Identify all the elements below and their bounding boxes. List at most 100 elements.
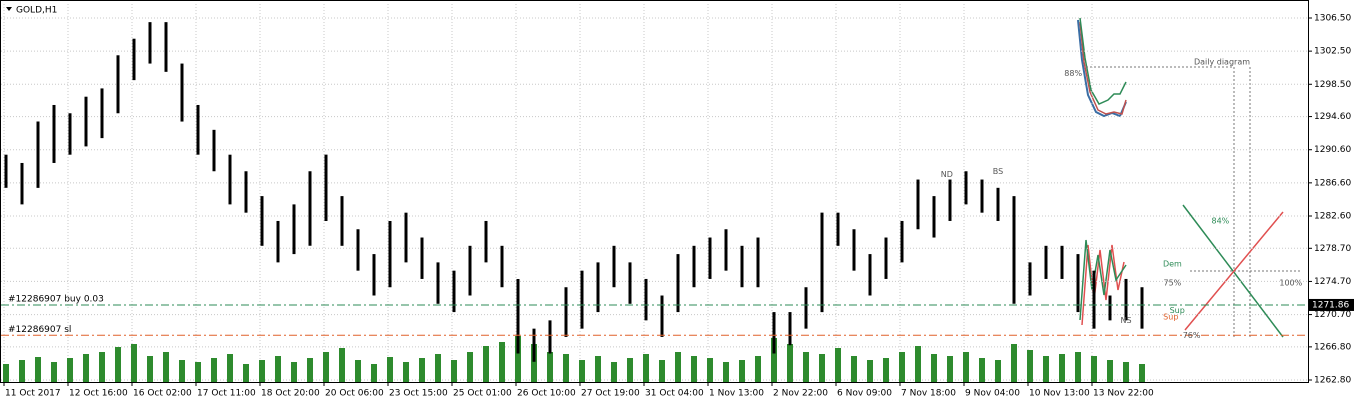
x-tick-label: 16 Oct 02:00: [133, 389, 192, 399]
volume-bar: [1043, 356, 1049, 382]
volume-bar: [291, 362, 297, 382]
volume-bar: [83, 354, 89, 382]
x-tick-label: 17 Oct 11:00: [197, 389, 256, 399]
order-label: #12286907 buy 0.03: [8, 294, 104, 304]
volume-bar: [371, 364, 377, 382]
y-tick-label: 1290.60: [1314, 145, 1351, 155]
x-tick-label: 31 Oct 04:00: [645, 389, 704, 399]
volume-bar: [355, 360, 361, 382]
volume-bar: [1123, 362, 1129, 382]
volume-bar: [675, 352, 681, 382]
x-tick-label: 1 Nov 13:00: [709, 389, 764, 399]
volume-bar: [931, 354, 937, 382]
volume-bar: [195, 362, 201, 382]
volume-bar: [227, 354, 233, 382]
volume-bar: [531, 344, 537, 382]
volume-bar: [979, 358, 985, 382]
volume-bar: [1139, 364, 1145, 382]
volume-bar: [3, 364, 9, 382]
y-tick-label: 1306.50: [1314, 14, 1351, 24]
x-tick-label: 6 Nov 09:00: [837, 389, 892, 399]
volume-bar: [707, 358, 713, 382]
volume-bar: [1059, 354, 1065, 382]
annotation: Dem: [1163, 260, 1182, 269]
volume-bar: [803, 352, 809, 382]
volume-bar: [131, 344, 137, 382]
volume-bar: [339, 348, 345, 382]
volume-bar: [819, 354, 825, 382]
volume-bar: [179, 360, 185, 382]
volume-bar: [739, 360, 745, 382]
y-tick-label: 1282.60: [1314, 211, 1351, 221]
x-tick-label: 13 Nov 22:00: [1093, 389, 1154, 399]
volume-bar: [147, 356, 153, 382]
volume-bar: [259, 360, 265, 382]
y-tick-label: 1278.70: [1314, 244, 1351, 254]
diagram-curve: [1079, 21, 1127, 115]
volume-bar: [627, 358, 633, 382]
volume-bar: [1027, 350, 1033, 382]
volume-bar: [899, 352, 905, 382]
x-tick-label: 23 Oct 15:00: [389, 389, 448, 399]
annotation: 100%: [1279, 279, 1302, 288]
y-tick-label: 1266.80: [1314, 342, 1351, 352]
volume-bar: [963, 352, 969, 382]
volume-bar: [163, 352, 169, 382]
x-tick-label: 11 Oct 2017: [5, 389, 61, 399]
volume-bar: [35, 357, 41, 382]
volume-bar: [595, 356, 601, 382]
annotation: 76%: [1183, 331, 1201, 340]
volume-bar: [323, 352, 329, 382]
annotation: 84%: [1212, 216, 1230, 225]
volume-bar: [835, 348, 841, 382]
volume-bar: [275, 356, 281, 382]
volume-bar: [387, 357, 393, 382]
annotation: 75%: [1164, 279, 1182, 288]
volume-bar: [483, 346, 489, 382]
volume-bar: [1075, 352, 1081, 382]
diagram-guide: [1086, 66, 1235, 337]
volume-bar: [515, 336, 521, 382]
volume-bar: [723, 362, 729, 382]
price-box: [1308, 298, 1354, 311]
volume-bar: [563, 354, 569, 382]
volume-bar: [947, 356, 953, 382]
volume-bar: [451, 360, 457, 382]
y-tick-label: 1274.70: [1314, 277, 1351, 287]
y-tick-label: 1262.80: [1314, 376, 1351, 386]
volume-bar: [787, 344, 793, 382]
diagram-curve: [1077, 19, 1127, 118]
volume-bar: [915, 346, 921, 382]
y-tick-label: 1270.70: [1314, 310, 1351, 320]
order-label: #12286907 sl: [8, 325, 71, 335]
x-tick-label: 9 Nov 04:00: [965, 389, 1020, 399]
menu-arrow[interactable]: [6, 7, 12, 11]
volume-bar: [579, 360, 585, 382]
volume-bar: [867, 360, 873, 382]
volume-bar: [691, 356, 697, 382]
x-tick-label: 12 Oct 16:00: [69, 389, 128, 399]
volume-bar: [435, 354, 441, 382]
annotation: 88%: [1064, 69, 1082, 78]
volume-bar: [467, 352, 473, 382]
volume-bar: [771, 338, 777, 382]
x-tick-label: 26 Oct 10:00: [517, 389, 576, 399]
x-tick-label: 25 Oct 01:00: [453, 389, 512, 399]
diagram-line: [1184, 211, 1284, 331]
x-tick-label: 18 Oct 20:00: [261, 389, 320, 399]
diagram-curve: [1079, 17, 1127, 105]
annotation: ND: [941, 170, 953, 179]
volume-bar: [243, 364, 249, 382]
volume-bar: [1107, 360, 1113, 382]
diagram-curve: [1081, 244, 1125, 326]
diagram-line: [1182, 204, 1284, 338]
chart-title: GOLD,H1: [16, 6, 57, 16]
volume-bar: [403, 362, 409, 382]
annotation: Daily diagram: [1194, 57, 1250, 66]
annotation: NS: [1120, 316, 1131, 325]
y-tick-label: 1286.60: [1314, 178, 1351, 188]
volume-bar: [755, 356, 761, 382]
daily-diagram: [1077, 17, 1300, 338]
volume-bar: [643, 354, 649, 382]
